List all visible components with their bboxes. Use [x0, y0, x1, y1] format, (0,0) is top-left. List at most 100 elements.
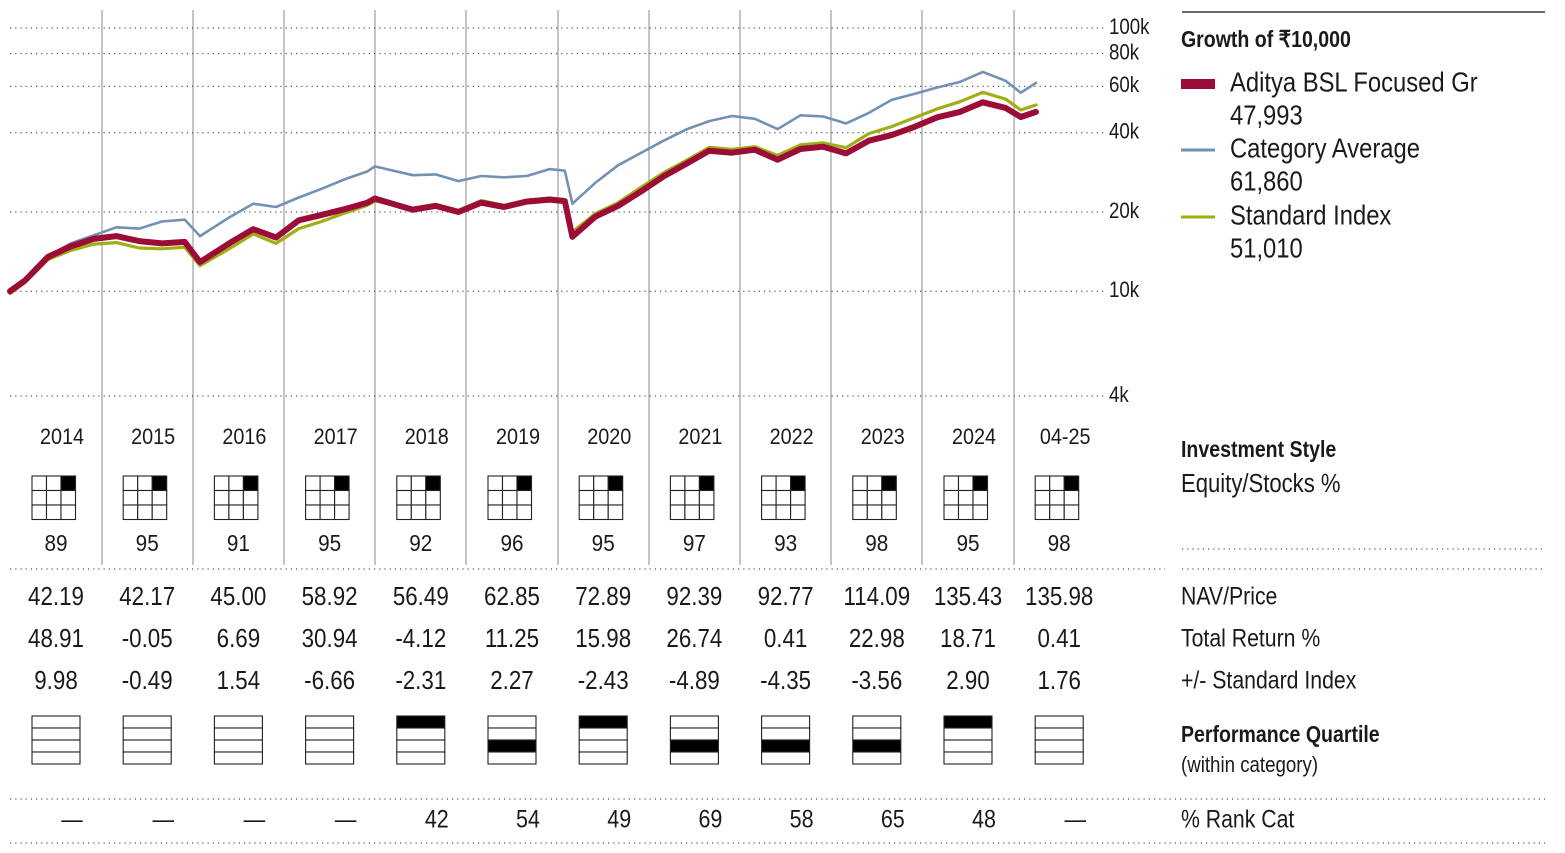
- style-box-cell: [501, 475, 518, 492]
- year-label: 2021: [678, 425, 722, 449]
- style-box-cell: [122, 489, 139, 506]
- style-box-cell: [151, 489, 168, 506]
- style-box-cell: [1049, 489, 1065, 506]
- table-row-label: NAV/Price: [1181, 582, 1277, 610]
- style-box-cell: [501, 504, 518, 521]
- y-tick-label: 40k: [1109, 120, 1140, 144]
- series-line: [8, 90, 1038, 296]
- table-cell-value: 56.49: [393, 582, 449, 611]
- style-box-cell: [425, 489, 441, 506]
- quartile-segment: [487, 715, 537, 729]
- series-line: [8, 70, 1038, 293]
- style-box-cell: [1063, 504, 1080, 521]
- style-box-cell: [137, 489, 153, 506]
- style-box-cell: [334, 489, 350, 506]
- y-tick-label: 10k: [1109, 279, 1140, 303]
- rank-value: —: [1064, 805, 1086, 833]
- quartile-segment: [31, 751, 81, 765]
- table-cell-value: 15.98: [575, 624, 631, 653]
- style-box-icon: [305, 475, 350, 521]
- quartile-segment: [761, 727, 811, 741]
- table-cell-value: 22.98: [849, 624, 905, 653]
- legend-series-value: 47,993: [1230, 99, 1303, 131]
- style-box-icon: [761, 475, 806, 521]
- style-box-cell: [213, 504, 230, 521]
- equity-percent-value: 98: [1048, 530, 1071, 556]
- style-box-cell: [972, 504, 989, 521]
- rank-value: 48: [972, 805, 996, 833]
- style-box-cell: [607, 475, 624, 492]
- quartile-segment: [669, 715, 719, 729]
- style-box-cell: [213, 475, 230, 492]
- quartile-segment: [396, 727, 446, 741]
- style-box-cell: [669, 504, 686, 521]
- style-box-cell: [137, 475, 153, 492]
- quartile-icon: [852, 715, 902, 765]
- table-cell-value: 1.54: [217, 666, 260, 695]
- quartile-segment: [1034, 727, 1084, 741]
- year-label: 2023: [861, 425, 905, 449]
- style-box-cell: [31, 489, 48, 506]
- style-box-cell: [698, 489, 715, 506]
- style-box-cell: [607, 504, 624, 521]
- style-box-cell: [790, 489, 806, 506]
- table-cell-value: 58.92: [302, 582, 358, 611]
- style-box-cell: [334, 475, 350, 492]
- table-row-label: +/- Standard Index: [1181, 666, 1357, 694]
- table-cell-value: 6.69: [217, 624, 260, 653]
- table-cell-value: -2.31: [395, 666, 446, 695]
- quartile-segment: [213, 751, 263, 765]
- style-box-cell: [866, 489, 883, 506]
- year-label: 2024: [952, 425, 996, 449]
- quartile-segment: [669, 751, 719, 765]
- style-box-cell: [593, 475, 609, 492]
- equity-percent-value: 93: [774, 530, 797, 556]
- year-label: 2022: [770, 425, 814, 449]
- quartile-icon: [305, 715, 355, 765]
- quartile-segment: [487, 751, 537, 765]
- table-cell-value: 0.41: [764, 624, 807, 653]
- equity-percent-value: 95: [136, 530, 159, 556]
- style-box-cell: [669, 475, 686, 492]
- quartile-icon: [943, 715, 993, 765]
- style-box-cell: [852, 489, 868, 506]
- table-cell-value: 42.19: [28, 582, 84, 611]
- style-box-cell: [60, 489, 77, 506]
- table-cell-value: 48.91: [28, 624, 84, 653]
- style-box-cell: [425, 504, 441, 521]
- table-row-label: Total Return %: [1181, 624, 1320, 652]
- style-box-cell: [396, 504, 412, 521]
- year-label: 2016: [222, 425, 266, 449]
- quartile-segment: [761, 751, 811, 765]
- style-box-cell: [1049, 475, 1065, 492]
- style-box-cell: [943, 475, 960, 492]
- style-box-cell: [396, 475, 412, 492]
- style-box-cell: [1034, 489, 1051, 506]
- quartile-segment: [1034, 715, 1084, 729]
- quartile-segment: [305, 727, 355, 741]
- quartile-segment: [943, 751, 993, 765]
- style-box-cell: [516, 489, 533, 506]
- style-box-cell: [410, 489, 427, 506]
- year-label: 04-25: [1040, 425, 1091, 449]
- quartile-segment: [1034, 739, 1084, 753]
- equity-percent-value: 96: [500, 530, 523, 556]
- y-tick-label: 60k: [1109, 74, 1140, 98]
- quartile-icon: [213, 715, 263, 765]
- rank-label: % Rank Cat: [1181, 805, 1295, 833]
- rank-value: —: [244, 805, 266, 833]
- rank-value: 69: [698, 805, 722, 833]
- equity-percent-value: 95: [592, 530, 615, 556]
- quartile-segment: [122, 739, 172, 753]
- style-box-cell: [410, 504, 427, 521]
- table-cell-value: 114.09: [843, 582, 910, 611]
- quartile-segment: [852, 727, 902, 741]
- quartile-segment: [396, 751, 446, 765]
- style-box-cell: [122, 504, 139, 521]
- style-box-cell: [60, 504, 77, 521]
- table-cell-value: 18.71: [940, 624, 996, 653]
- table-cell-value: -0.49: [122, 666, 173, 695]
- quartile-segment: [396, 739, 446, 753]
- style-box-cell: [852, 475, 868, 492]
- quartile-segment: [213, 727, 263, 741]
